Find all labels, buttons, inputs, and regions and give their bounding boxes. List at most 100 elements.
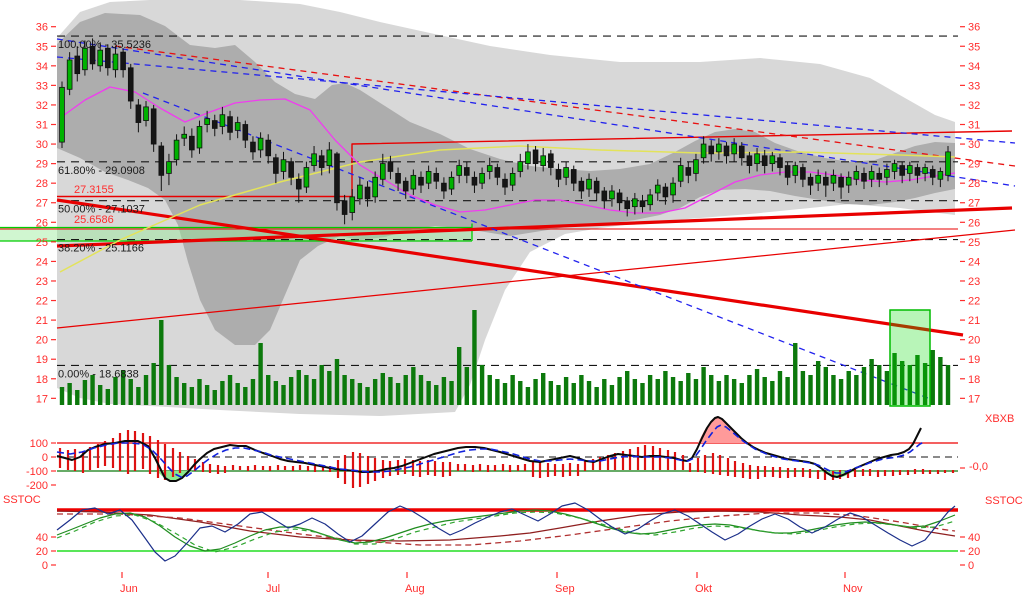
- price-tick-right: 32: [968, 100, 980, 112]
- volume-bar: [945, 365, 951, 405]
- volume-bar: [166, 365, 172, 405]
- volume-bar: [907, 365, 913, 405]
- candle-down: [616, 192, 623, 204]
- volume-bar: [930, 350, 935, 405]
- sstoc-panel-surface[interactable]: [57, 496, 958, 568]
- candle-down: [288, 161, 294, 178]
- candle-down: [601, 190, 608, 202]
- candle-up: [410, 174, 417, 190]
- sstoc-tick-right: 0: [968, 560, 974, 572]
- xbxb-panel-surface[interactable]: [57, 415, 958, 495]
- candle-down: [441, 182, 447, 192]
- candle-down: [708, 145, 715, 155]
- xbxb-panel: 100 0 -100 -200: [26, 416, 965, 492]
- candle-up: [769, 155, 776, 165]
- sstoc-slow-line: [56, 510, 956, 542]
- volume-bar: [464, 367, 470, 405]
- candle-down: [395, 172, 401, 184]
- sstoc-panel-label-left: SSTOC: [3, 494, 41, 506]
- candle-up: [884, 169, 890, 178]
- price-tick-left: 21: [36, 315, 48, 327]
- candle-up: [700, 143, 707, 159]
- candle-down: [341, 200, 348, 215]
- volume-bar: [823, 367, 828, 405]
- volume-bar: [235, 383, 240, 405]
- candle-up: [945, 151, 951, 176]
- candle-up: [670, 182, 676, 196]
- candle-up: [937, 171, 944, 180]
- candle-up: [112, 53, 119, 71]
- price-tick-left: 18: [36, 374, 48, 386]
- volume-bar: [197, 379, 202, 405]
- volume-bar: [899, 361, 905, 405]
- candle-down: [823, 176, 829, 186]
- price-tick-right: 29: [968, 159, 980, 171]
- volume-bar: [647, 375, 653, 405]
- volume-bar: [678, 381, 683, 405]
- candle-down: [211, 120, 218, 129]
- volume-bar: [418, 375, 424, 405]
- candle-up: [166, 161, 172, 174]
- volume-bar: [59, 387, 65, 405]
- candle-down: [402, 180, 409, 192]
- volume-bar: [319, 365, 324, 405]
- volume-bar: [686, 373, 691, 405]
- month-label: Aug: [405, 583, 425, 595]
- fibonacci-labels: 100.00% - 35.5236 61.80% - 29.0908 50.00% …: [58, 39, 151, 380]
- candle-up: [379, 163, 386, 180]
- volume-bar: [426, 381, 431, 405]
- candle-down: [158, 145, 165, 176]
- volume-bar: [304, 375, 309, 405]
- candle-down: [570, 169, 577, 184]
- price-tick-right: 22: [968, 296, 980, 308]
- sstoc-panel-label-right: SSTOC: [985, 495, 1023, 507]
- fib-label: 0.00% - 18.6838: [58, 368, 139, 380]
- candle-up: [173, 139, 180, 161]
- volume-bar: [625, 371, 630, 405]
- price-tick-left: 19: [36, 354, 48, 366]
- volume-bar: [311, 379, 317, 405]
- sstoc-k-line: [56, 502, 956, 562]
- price-tick-left: 30: [36, 139, 48, 151]
- candle-up: [204, 118, 210, 125]
- price-tick-right: 17: [968, 393, 980, 405]
- price-tick-left: 29: [36, 159, 48, 171]
- red-dashed: [114, 45, 1016, 167]
- moving-averages: [59, 86, 956, 273]
- volume-bar: [120, 370, 126, 405]
- month-label: Jul: [266, 583, 280, 595]
- volume-bar: [449, 381, 454, 405]
- sstoc-panel: 40 40 20 20 0 0: [36, 502, 980, 572]
- volume-bar: [327, 371, 332, 405]
- price-tick-left: 32: [36, 100, 48, 112]
- volume-bar: [159, 320, 164, 405]
- candle-down: [723, 145, 730, 157]
- blue-dashed-steep: [142, 92, 934, 401]
- candle-down: [807, 176, 814, 186]
- candle-down: [532, 149, 539, 165]
- price-tick-left: 23: [36, 276, 48, 288]
- volume-bar: [82, 380, 88, 405]
- candle-down: [494, 167, 501, 178]
- candle-down: [295, 178, 302, 190]
- price-tick-right: 18: [968, 374, 980, 386]
- candle-down: [876, 172, 883, 180]
- candle-down: [578, 180, 585, 192]
- volume-bar: [67, 383, 72, 405]
- candle-down: [685, 167, 692, 176]
- volume-bar: [456, 347, 462, 405]
- candle-down: [639, 200, 646, 208]
- candle-up: [303, 167, 310, 188]
- volume-bar: [724, 375, 729, 405]
- candle-up: [486, 165, 493, 172]
- price-tick-right: 36: [968, 22, 980, 34]
- sstoc-tick-left: 20: [36, 546, 48, 558]
- price-tick-left: 26: [36, 217, 48, 229]
- volume-bar: [609, 385, 615, 405]
- candle-down: [127, 67, 134, 102]
- volume-bar: [571, 383, 576, 405]
- volume-bar: [869, 359, 874, 405]
- main-chart-surface[interactable]: [57, 0, 958, 410]
- volume-bar: [212, 390, 217, 405]
- candle-down: [334, 153, 340, 204]
